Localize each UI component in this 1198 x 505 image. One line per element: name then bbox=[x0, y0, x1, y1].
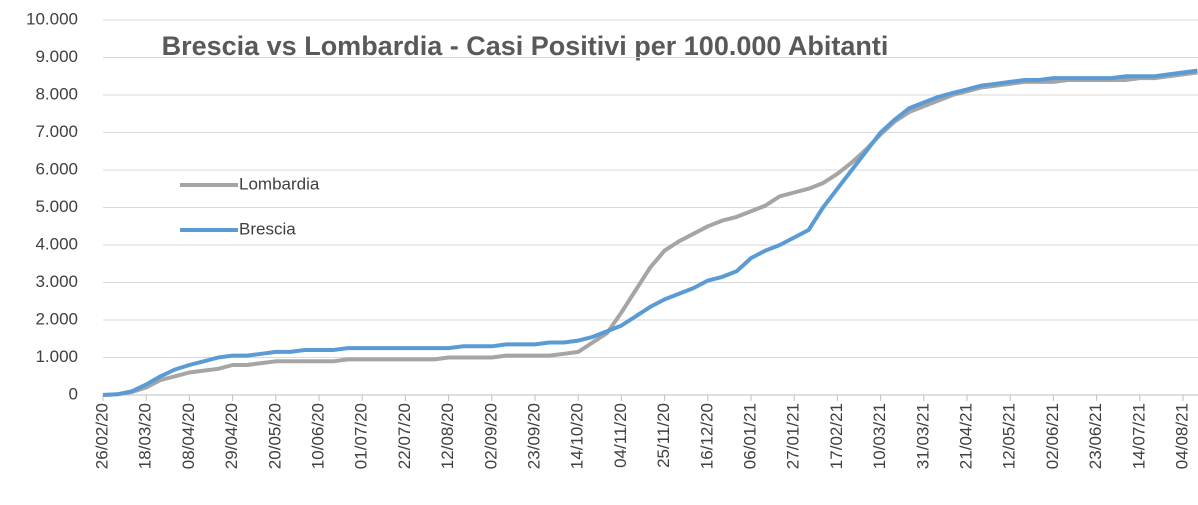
x-tick-label: 26/02/20 bbox=[92, 403, 111, 469]
x-tick-label: 02/09/20 bbox=[481, 403, 500, 469]
y-tick-label: 4.000 bbox=[35, 234, 78, 253]
x-tick-label: 22/07/20 bbox=[395, 403, 414, 469]
x-tick-label: 12/05/21 bbox=[1000, 403, 1019, 469]
x-tick-label: 31/03/21 bbox=[913, 403, 932, 469]
x-tick-label: 17/02/21 bbox=[827, 403, 846, 469]
x-tick-label: 18/03/20 bbox=[136, 403, 155, 469]
x-tick-label: 27/01/21 bbox=[784, 403, 803, 469]
y-tick-label: 0 bbox=[69, 384, 78, 403]
chart-title: Brescia vs Lombardia - Casi Positivi per… bbox=[162, 31, 889, 61]
x-tick-label: 08/04/20 bbox=[179, 403, 198, 469]
y-tick-label: 9.000 bbox=[35, 47, 78, 66]
legend-label: Brescia bbox=[239, 219, 296, 238]
x-tick-label: 04/11/20 bbox=[611, 403, 630, 468]
x-tick-label: 23/06/21 bbox=[1086, 403, 1105, 469]
y-tick-label: 3.000 bbox=[35, 272, 78, 291]
x-tick-label: 16/12/20 bbox=[697, 403, 716, 469]
x-tick-label: 20/05/20 bbox=[265, 403, 284, 469]
y-tick-label: 2.000 bbox=[35, 309, 78, 328]
x-tick-label: 06/01/21 bbox=[740, 403, 759, 469]
x-tick-label: 29/04/20 bbox=[222, 403, 241, 469]
x-tick-label: 12/08/20 bbox=[438, 403, 457, 469]
y-tick-label: 5.000 bbox=[35, 197, 78, 216]
x-tick-label: 02/06/21 bbox=[1043, 403, 1062, 469]
y-tick-label: 7.000 bbox=[35, 122, 78, 141]
x-tick-label: 21/04/21 bbox=[956, 403, 975, 469]
y-tick-label: 8.000 bbox=[35, 84, 78, 103]
x-tick-label: 14/10/20 bbox=[568, 403, 587, 469]
x-tick-label: 04/08/21 bbox=[1172, 403, 1191, 469]
series-line bbox=[102, 68, 1198, 397]
x-tick-label: 14/07/21 bbox=[1129, 403, 1148, 469]
x-tick-label: 23/09/20 bbox=[524, 403, 543, 469]
legend-label: Lombardia bbox=[239, 174, 320, 193]
y-tick-label: 1.000 bbox=[35, 347, 78, 366]
x-tick-label: 10/06/20 bbox=[308, 403, 327, 469]
x-tick-label: 10/03/21 bbox=[870, 403, 889, 469]
y-tick-label: 10.000 bbox=[26, 9, 78, 28]
y-tick-label: 6.000 bbox=[35, 159, 78, 178]
x-tick-label: 25/11/20 bbox=[654, 403, 673, 468]
x-tick-label: 01/07/20 bbox=[352, 403, 371, 469]
